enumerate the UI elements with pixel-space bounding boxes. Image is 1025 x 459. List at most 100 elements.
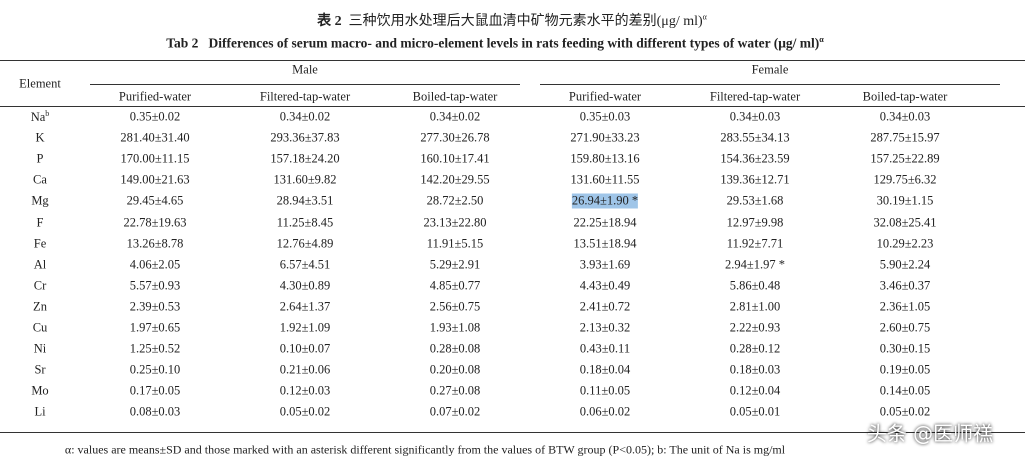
element-name: Ni <box>33 341 47 356</box>
value-cell: 293.36±37.83 <box>270 130 340 145</box>
value-cell: 28.94±3.51 <box>276 193 334 208</box>
value-cell: 30.19±1.15 <box>876 193 934 208</box>
value-cell: 0.34±0.02 <box>429 109 481 124</box>
value-cell: 11.25±8.45 <box>276 215 334 229</box>
element-cell: Ca <box>33 173 47 188</box>
value-cell: 12.76±4.89 <box>276 236 334 251</box>
value-cell: 4.43±0.49 <box>579 278 631 293</box>
value-cell: 281.40±31.40 <box>120 130 190 145</box>
value-cell: 159.80±13.16 <box>570 151 640 166</box>
element-name: Cr <box>33 278 47 293</box>
element-cell: Sr <box>34 363 45 378</box>
value-cell: 0.34±0.03 <box>729 109 781 124</box>
value-cell: 0.27±0.08 <box>429 383 481 398</box>
element-name: Mg <box>31 193 49 208</box>
title-sup: α <box>819 34 824 44</box>
value-cell: 129.75±6.32 <box>873 172 937 187</box>
value-cell: 6.57±4.51 <box>279 257 331 272</box>
value-cell: 283.55±34.13 <box>720 130 790 145</box>
value-cell: 2.22±0.93 <box>729 320 781 335</box>
value-cell: 142.20±29.55 <box>420 172 490 187</box>
element-name: Na <box>30 110 46 125</box>
element-cell: Li <box>34 405 45 420</box>
element-name: P <box>36 151 44 166</box>
element-cell: Fe <box>34 236 47 251</box>
value-cell: 0.05±0.02 <box>279 404 331 419</box>
value-cell: 4.06±2.05 <box>129 257 181 272</box>
value-cell: 22.25±18.94 <box>573 215 637 229</box>
value-cell: 1.93±1.08 <box>429 320 481 335</box>
column-header: Boiled-tap-water <box>412 89 498 104</box>
value-cell: 2.39±0.53 <box>129 299 181 314</box>
column-header: Boiled-tap-water <box>862 89 948 104</box>
footnote: α: values are means±SD and those marked … <box>64 442 786 457</box>
value-cell: 2.64±1.37 <box>279 299 331 314</box>
element-cell: F <box>37 215 44 230</box>
value-cell: 2.60±0.75 <box>879 320 931 335</box>
element-name: Li <box>34 404 46 419</box>
element-cell: K <box>35 131 44 146</box>
value-cell: 0.17±0.05 <box>129 383 181 398</box>
header-rule <box>0 106 1025 107</box>
element-cell: Cr <box>34 278 47 293</box>
column-header: Filtered-tap-water <box>259 89 351 104</box>
value-cell: 2.94±1.97 * <box>725 257 785 272</box>
value-cell: 0.34±0.03 <box>879 109 931 124</box>
bottom-rule <box>0 432 1025 433</box>
element-cell: Mo <box>31 384 48 399</box>
group-rule <box>90 84 520 85</box>
value-cell: 0.12±0.03 <box>279 383 331 398</box>
value-cell: 0.25±0.10 <box>129 362 181 377</box>
element-sup: b <box>45 108 50 118</box>
value-cell: 157.18±24.20 <box>270 151 340 166</box>
value-cell: 13.26±8.78 <box>126 236 184 251</box>
group-header: Female <box>751 62 789 77</box>
value-cell: 11.91±5.15 <box>426 236 484 251</box>
element-header: Element <box>19 76 61 91</box>
element-cell: P <box>37 152 44 167</box>
element-name: Ca <box>33 172 47 187</box>
element-cell: Mg <box>31 194 48 209</box>
value-cell: 0.18±0.04 <box>579 362 631 377</box>
title-text: 三种饮用水处理后大鼠血清中矿物元素水平的差别(μg/ ml) <box>348 14 703 29</box>
value-cell: 0.28±0.12 <box>729 341 781 356</box>
value-cell: 29.45±4.65 <box>126 193 184 208</box>
value-cell: 2.13±0.32 <box>579 320 631 335</box>
value-cell: 139.36±12.71 <box>720 172 790 187</box>
group-rule <box>540 84 1000 85</box>
value-cell: 2.36±1.05 <box>879 299 931 314</box>
value-cell: 5.86±0.48 <box>729 278 781 293</box>
value-cell: 3.46±0.37 <box>879 278 931 293</box>
value-cell: 23.13±22.80 <box>423 215 487 229</box>
value-cell: 131.60±9.82 <box>273 172 337 187</box>
value-cell: 0.11±0.05 <box>579 383 631 398</box>
value-cell: 0.05±0.01 <box>729 404 781 419</box>
value-cell: 160.10±17.41 <box>420 151 490 166</box>
element-cell: Ni <box>34 342 47 357</box>
title-sup: α <box>702 12 707 22</box>
watermark: 头条 @医师禚 <box>866 421 994 446</box>
value-cell: 13.51±18.94 <box>573 236 637 251</box>
value-cell: 1.97±0.65 <box>129 320 181 335</box>
value-cell: 0.28±0.08 <box>429 341 481 356</box>
element-cell: Zn <box>33 299 47 314</box>
column-header: Filtered-tap-water <box>709 89 801 104</box>
value-cell: 2.41±0.72 <box>579 299 631 314</box>
value-cell: 5.57±0.93 <box>129 278 181 293</box>
value-cell: 0.08±0.03 <box>129 404 181 419</box>
value-cell: 1.25±0.52 <box>129 341 181 356</box>
title-text: Differences of serum macro- and micro-el… <box>208 35 820 51</box>
value-cell: 0.35±0.02 <box>129 109 181 124</box>
value-cell: 157.25±22.89 <box>870 151 940 166</box>
value-cell: 170.00±11.15 <box>120 151 190 166</box>
title-label: 表 2 <box>317 14 342 29</box>
element-name: Cu <box>32 320 48 335</box>
value-cell: 0.34±0.02 <box>279 109 331 124</box>
value-cell: 2.81±1.00 <box>729 299 781 314</box>
value-cell: 0.10±0.07 <box>279 341 331 356</box>
value-cell: 277.30±26.78 <box>420 130 490 145</box>
element-cell: Cu <box>33 321 48 336</box>
top-rule <box>0 60 1025 61</box>
value-cell: 5.29±2.91 <box>429 257 481 272</box>
